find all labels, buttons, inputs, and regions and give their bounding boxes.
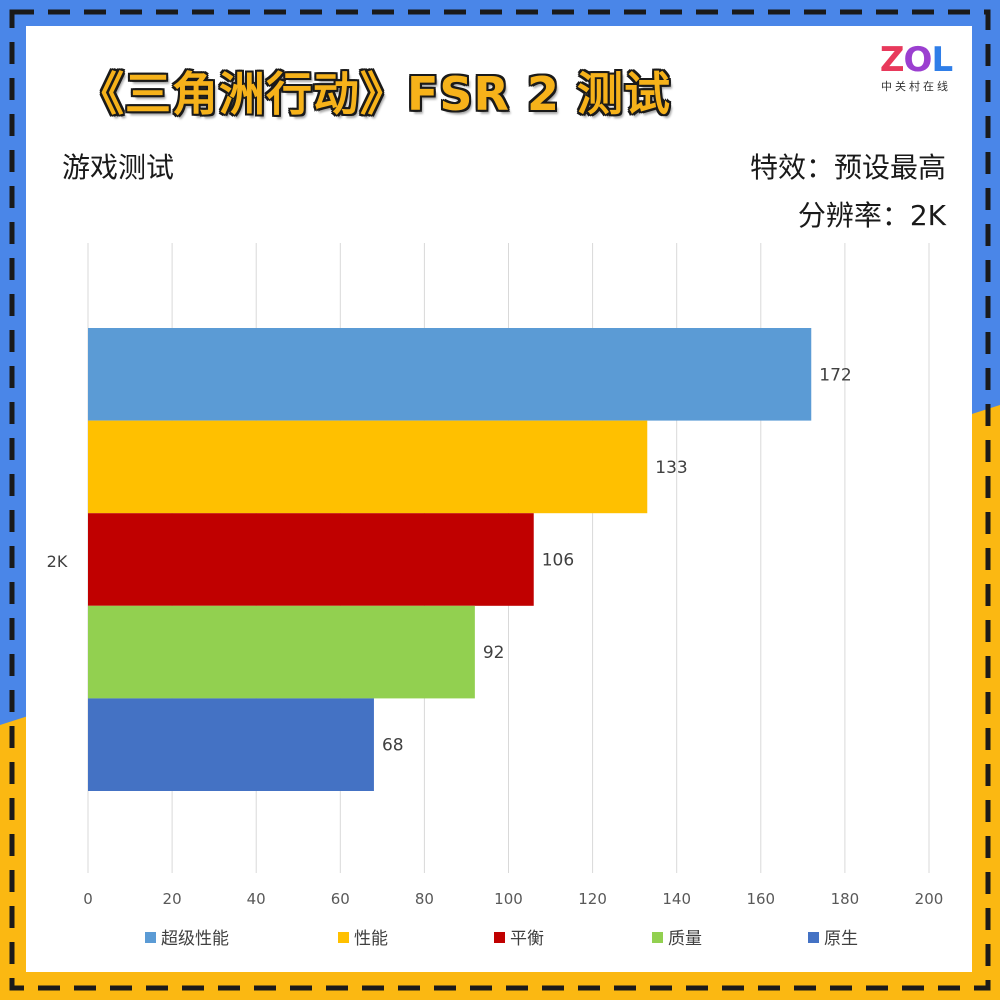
legend-swatch [808,932,819,943]
zol-logo-mark: ZOL [879,40,953,80]
x-tick-label: 20 [163,890,182,908]
bar [88,420,648,514]
legend-label: 性能 [354,929,388,949]
x-tick-label: 120 [578,890,607,908]
bar [88,605,475,699]
x-tick-label: 80 [415,890,434,908]
bar [88,328,812,421]
legend-swatch [652,932,663,943]
data-label: 68 [382,736,404,756]
effects-label: 特效：预设最高 [749,151,946,184]
resolution-label: 分辨率：2K [797,199,946,232]
zol-logo-subtitle: 中关村在线 [881,80,951,93]
data-label: 133 [655,458,687,478]
bar [88,513,534,606]
zol-logo: ZOL 中关村在线 [870,42,962,94]
x-tick-label: 140 [662,890,691,908]
x-tick-label: 100 [494,890,523,908]
category-label: 2K [47,552,68,571]
bar [88,698,374,791]
x-tick-label: 160 [746,890,775,908]
chart-title: 《三角洲行动》FSR 2 测试 [78,67,672,121]
x-tick-label: 180 [831,890,860,908]
x-tick-label: 200 [915,890,944,908]
legend-swatch [494,932,505,943]
test-type-label: 游戏测试 [62,151,175,184]
legend-label: 超级性能 [161,929,229,949]
legend-swatch [338,932,349,943]
legend-label: 质量 [668,929,702,949]
x-tick-label: 60 [331,890,350,908]
legend-swatch [145,932,156,943]
x-tick-label: 40 [247,890,266,908]
data-label: 92 [483,643,505,663]
legend-label: 平衡 [510,929,544,949]
data-label: 106 [542,551,574,571]
data-label: 172 [819,365,851,385]
legend-label: 原生 [824,929,858,949]
x-tick-label: 0 [83,890,93,908]
